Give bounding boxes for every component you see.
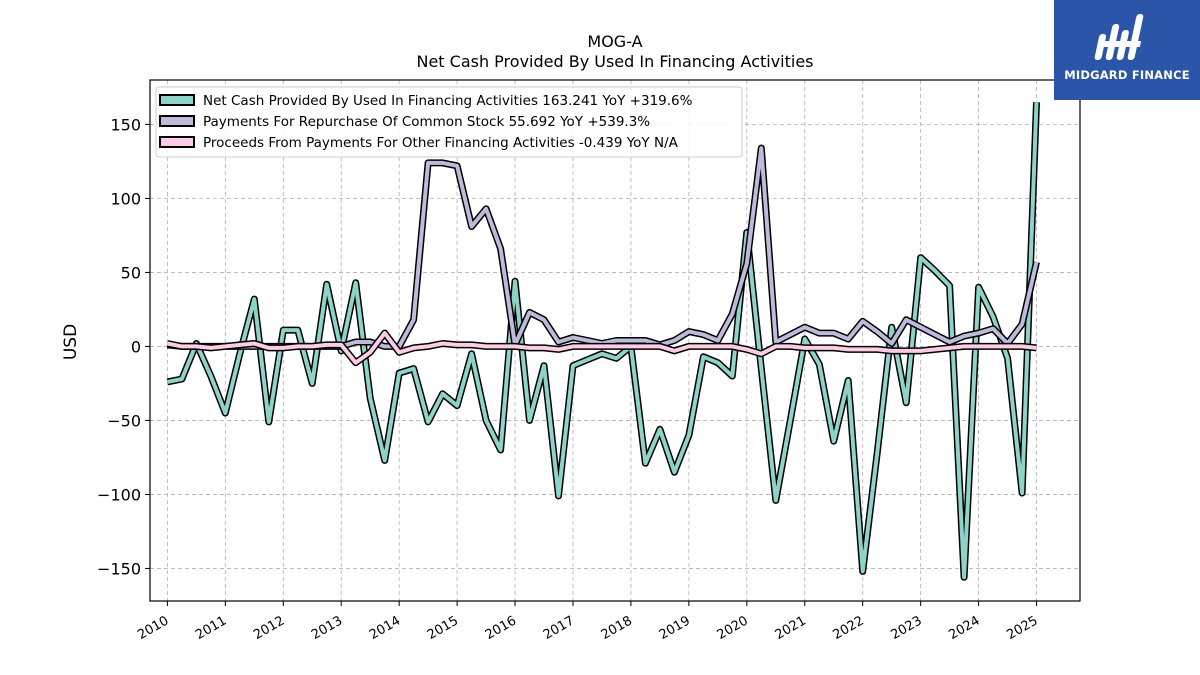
x-tick-label: 2016 [483, 613, 519, 643]
x-tick-label: 2017 [541, 613, 577, 643]
legend-label-0: Net Cash Provided By Used In Financing A… [203, 93, 693, 109]
y-tick-label: 0 [131, 337, 141, 356]
legend: Net Cash Provided By Used In Financing A… [155, 86, 743, 158]
y-tick-label: 100 [110, 189, 141, 208]
x-tick-label: 2010 [135, 613, 171, 643]
y-tick-label: −150 [97, 559, 141, 578]
x-tick-label: 2021 [773, 613, 809, 643]
legend-swatch-1 [159, 115, 195, 127]
y-tick-label: 50 [121, 263, 141, 282]
series-outline-1 [167, 144, 1040, 350]
series-group [166, 102, 1040, 581]
x-tick-label: 2013 [309, 613, 345, 643]
brand-logo: MIDGARD FINANCE [1054, 0, 1200, 100]
y-tick-label: −100 [97, 485, 141, 504]
legend-box [155, 86, 743, 158]
legend-swatch-0 [159, 94, 195, 106]
series-line-2 [167, 331, 1037, 365]
y-axis-label: USD [61, 324, 81, 360]
y-tick-label: −50 [107, 411, 141, 430]
legend-swatch-2 [159, 136, 195, 148]
y-axis: 150 100 50 0 −50 −100 −150 [97, 115, 150, 578]
x-tick-label: 2015 [425, 613, 461, 643]
x-axis: 2010 2011 2012 2013 2014 2015 2016 2017 2018 2019… [135, 601, 1041, 643]
legend-label-2: Proceeds From Payments For Other Financi… [203, 135, 679, 151]
y-tick-label: 150 [110, 115, 141, 134]
brand-logo-text: MIDGARD FINANCE [1064, 68, 1190, 82]
x-tick-label: 2025 [1004, 613, 1040, 643]
x-tick-label: 2014 [367, 613, 403, 643]
plot-frame [149, 79, 1081, 602]
x-tick-label: 2022 [831, 613, 867, 643]
x-tick-label: 2012 [251, 613, 287, 643]
x-tick-label: 2019 [657, 613, 693, 643]
legend-label-1: Payments For Repurchase Of Common Stock … [203, 114, 650, 130]
x-tick-label: 2011 [193, 613, 229, 643]
brand-mark-icon [1094, 14, 1144, 60]
x-tick-label: 2018 [599, 613, 635, 643]
x-tick-label: 2020 [715, 613, 751, 643]
series-line-0 [167, 102, 1039, 580]
series-outline-0 [166, 102, 1040, 581]
chart-title: MOG-A [587, 32, 642, 51]
x-tick-label: 2023 [888, 613, 924, 643]
chart-subtitle: Net Cash Provided By Used In Financing A… [416, 52, 813, 71]
x-tick-label: 2024 [946, 613, 982, 643]
